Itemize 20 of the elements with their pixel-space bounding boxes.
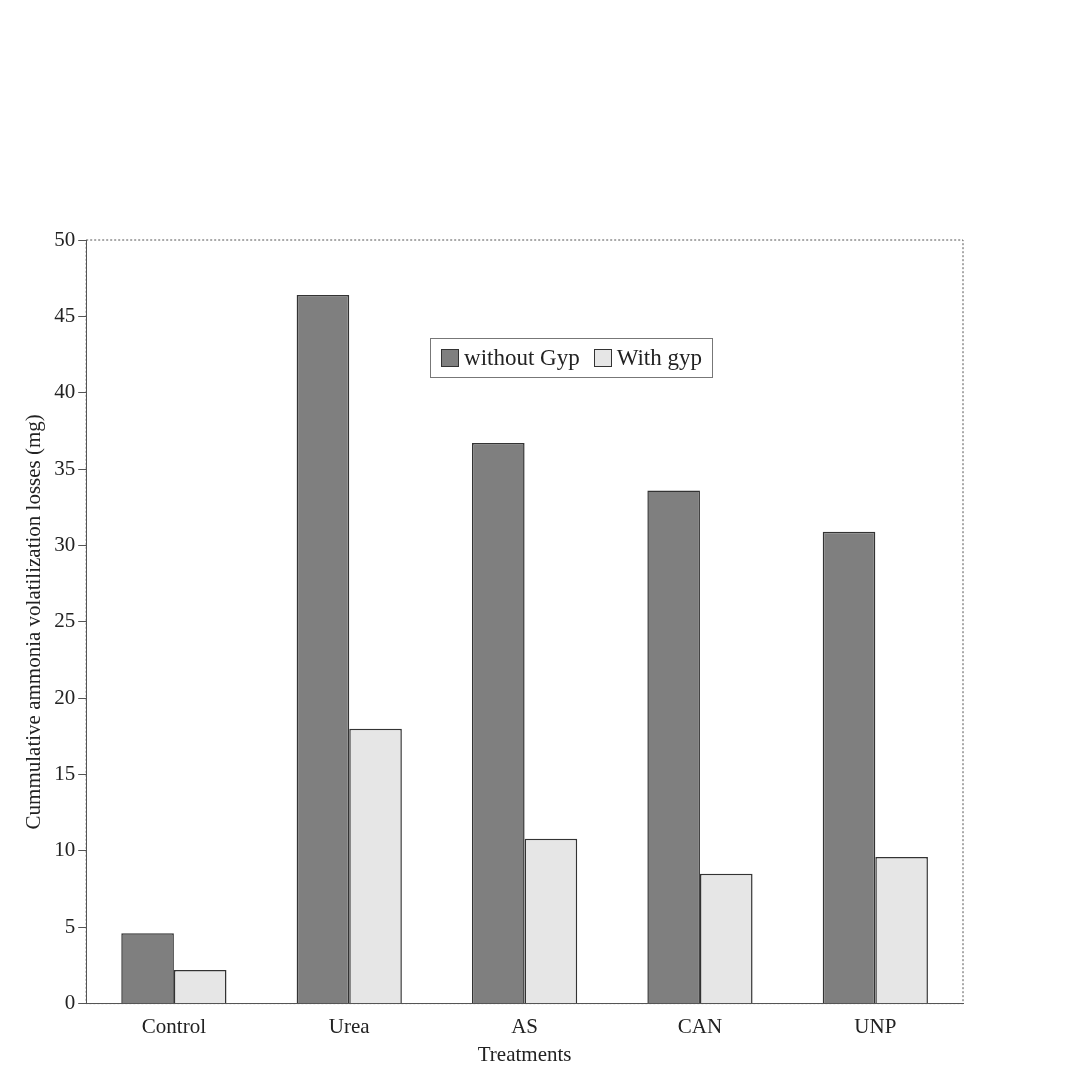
x-tick-label: CAN bbox=[677, 1013, 723, 1038]
y-tick-label: 20 bbox=[54, 684, 76, 709]
y-tick-label: 5 bbox=[64, 913, 76, 938]
y-tick-label: 45 bbox=[54, 302, 76, 327]
y-tick-label: 30 bbox=[54, 531, 76, 556]
y-tick-label: 15 bbox=[54, 761, 76, 786]
y-tick-label: 10 bbox=[54, 837, 76, 862]
y-axis-title: Cummulative ammonia volatilization losses (mg) bbox=[21, 414, 46, 830]
legend-label: With gyp bbox=[616, 345, 702, 371]
y-tick-label: 25 bbox=[54, 608, 76, 633]
x-tick-label: AS bbox=[511, 1013, 539, 1038]
legend-label: without Gyp bbox=[464, 345, 580, 371]
y-tick-label: 40 bbox=[54, 379, 76, 404]
y-tick-label: 0 bbox=[64, 990, 76, 1015]
y-tick-label: 35 bbox=[54, 455, 76, 480]
y-tick-label: 50 bbox=[54, 226, 76, 251]
x-tick-label: Urea bbox=[328, 1013, 371, 1038]
x-tick-label: UNP bbox=[854, 1013, 897, 1038]
x-tick-label: Control bbox=[141, 1013, 207, 1038]
x-axis-title: Treatments bbox=[477, 1041, 572, 1066]
